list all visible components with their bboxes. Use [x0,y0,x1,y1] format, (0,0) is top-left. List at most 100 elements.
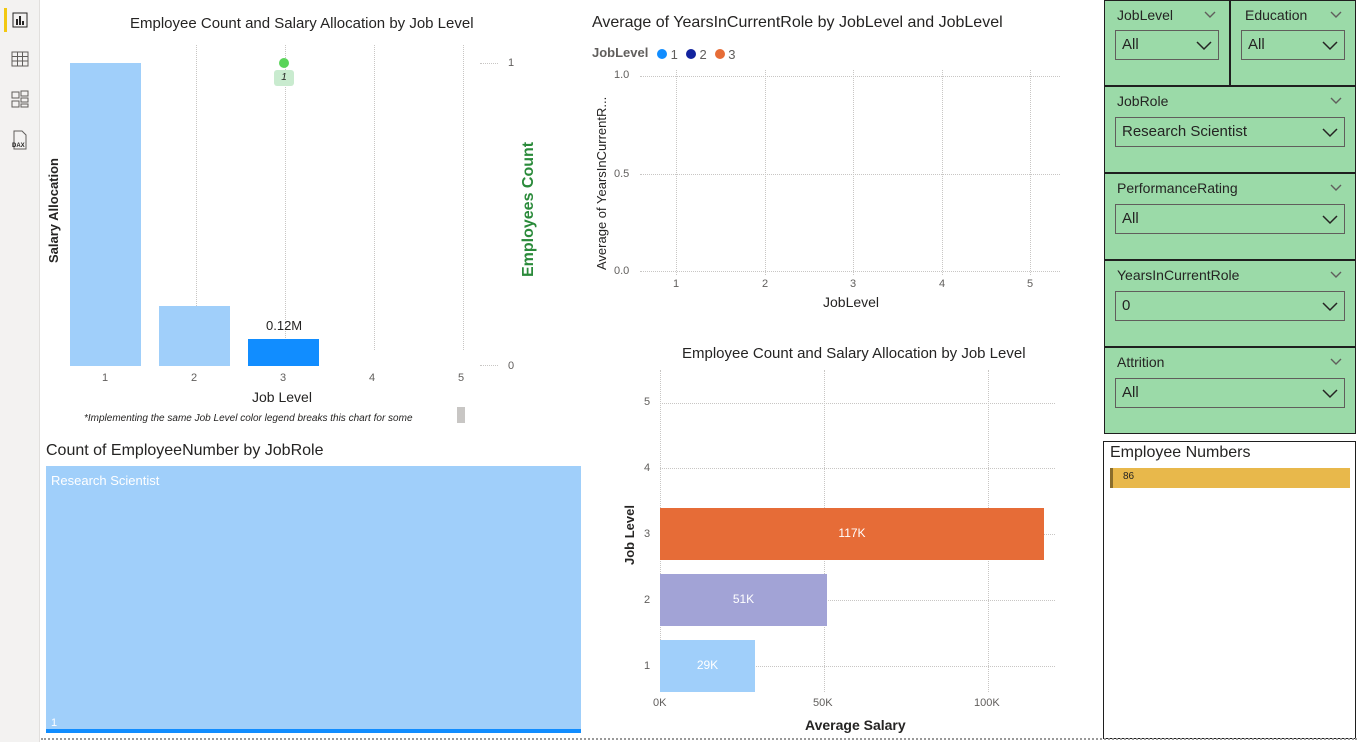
gridline [374,45,375,350]
x-tick: 4 [369,372,376,384]
gridline [676,70,677,275]
bar-level-3[interactable] [248,339,319,366]
gridline [942,70,943,275]
slicer-dropdown[interactable]: All [1115,378,1345,408]
y-tick: 5 [644,396,651,408]
y-tick: 3 [644,528,651,540]
y2-tick: 1 [508,57,515,69]
legend-item-2[interactable]: 2 [685,47,707,62]
slicer-dropdown[interactable]: Research Scientist [1115,117,1345,147]
chevron-down-icon[interactable] [1329,354,1343,368]
x-tick: 0K [653,697,667,709]
gridline [765,70,766,275]
legend-title: JobLevel [592,45,649,60]
chart1-title: Employee Count and Salary Allocation by … [130,15,474,32]
chevron-down-icon [1322,215,1338,225]
employee-numbers-card[interactable]: Employee Numbers 86 [1103,441,1356,739]
chevron-down-icon[interactable] [1329,93,1343,107]
treemap-tile-research-scientist[interactable]: Research Scientist 1 [46,466,581,733]
employee-numbers-bar[interactable]: 86 [1110,468,1350,488]
chevron-down-icon [1322,302,1338,312]
chevron-down-icon[interactable] [1203,7,1217,21]
chart2-title: Average of YearsInCurrentRole by JobLeve… [592,14,1003,31]
slicer-title: Attrition [1117,354,1165,370]
slicer-dropdown[interactable]: 0 [1115,291,1345,321]
x-tick: 100K [974,697,1000,709]
slicer-value: All [1122,210,1139,227]
x-tick: 4 [939,278,946,290]
hbar-level-2[interactable]: 51K [660,574,827,626]
legend-item-1[interactable]: 1 [657,47,678,62]
slicer-value: Research Scientist [1122,123,1248,140]
report-view-icon[interactable] [4,8,32,32]
slicer-dropdown[interactable]: All [1115,204,1345,234]
slicer-value: All [1248,36,1265,53]
x-tick: 2 [762,278,769,290]
page-border [41,738,1357,740]
treemap-tile-label: Research Scientist [51,473,160,488]
legend: 1 2 3 [657,47,736,62]
svg-text:DAX: DAX [12,143,25,149]
chevron-down-icon [1322,389,1338,399]
x-tick: 5 [1027,278,1034,290]
scrollbar[interactable] [457,407,465,423]
count-point[interactable] [279,58,289,68]
treemap-title: Count of EmployeeNumber by JobRole [46,442,324,459]
y-tick: 1.0 [614,69,630,81]
chevron-down-icon[interactable] [1329,180,1343,194]
slicer-value: All [1122,384,1139,401]
slicer-title: YearsInCurrentRole [1117,267,1240,283]
y-tick: 4 [644,462,651,474]
slicer-dropdown[interactable]: All [1241,30,1345,60]
chart3-x-axis-title: Average Salary [805,717,906,733]
gridline [660,468,1055,469]
hbar-data-label: 29K [696,658,719,672]
x-tick: 2 [191,372,198,384]
slicer-dropdown[interactable]: All [1115,30,1219,60]
view-rail: DAX [0,0,40,742]
chevron-down-icon [1322,41,1338,51]
x-tick: 5 [458,372,465,384]
hbar-level-1[interactable]: 29K [660,640,755,692]
x-tick: 1 [673,278,680,290]
gridline [1030,70,1031,275]
chart1-plot[interactable] [60,40,540,430]
slicer-years-in-current-role[interactable]: YearsInCurrentRole 0 [1104,260,1356,347]
slicer-title: JobRole [1117,93,1169,109]
gridline [463,45,464,350]
gridline [640,76,1060,77]
hbar-level-3[interactable]: 117K [660,508,1044,560]
bar-level-2[interactable] [159,306,230,366]
gridline [285,45,286,350]
legend-item-3[interactable]: 3 [714,47,736,62]
gridline [660,666,1055,667]
chevron-down-icon[interactable] [1329,267,1343,281]
slicer-attrition[interactable]: Attrition All [1104,347,1356,434]
model-view-icon[interactable] [8,87,32,111]
slicer-education[interactable]: Education All [1230,0,1356,86]
slicer-jobrole[interactable]: JobRole Research Scientist [1104,86,1356,173]
hbar-data-label: 117K [838,526,866,540]
gridline [480,63,498,64]
chart2-y-axis-title: Average of YearsInCurrentR... [594,96,609,270]
y2-tick: 0 [508,360,515,372]
employee-numbers-value: 86 [1123,471,1135,482]
y2-axis-title: Employees Count [520,141,537,277]
slicer-performance-rating[interactable]: PerformanceRating All [1104,173,1356,260]
bar-level-1[interactable] [70,63,141,366]
chart3-y-axis-title: Job Level [622,505,637,565]
table-view-icon[interactable] [8,47,32,71]
x-tick: 3 [850,278,857,290]
gridline [853,70,854,275]
chart2-plot[interactable] [640,70,1060,280]
dax-query-icon[interactable]: DAX [8,128,32,152]
chevron-down-icon [1322,128,1338,138]
y-tick: 0.0 [614,265,630,277]
treemap-count-bar [46,729,581,733]
hbar-data-label: 51K [732,592,755,606]
chevron-down-icon[interactable] [1329,7,1343,21]
x-tick: 3 [280,372,287,384]
employee-numbers-title: Employee Numbers [1110,444,1251,461]
slicer-title: PerformanceRating [1117,180,1238,196]
slicer-joblevel[interactable]: JobLevel All [1104,0,1230,86]
